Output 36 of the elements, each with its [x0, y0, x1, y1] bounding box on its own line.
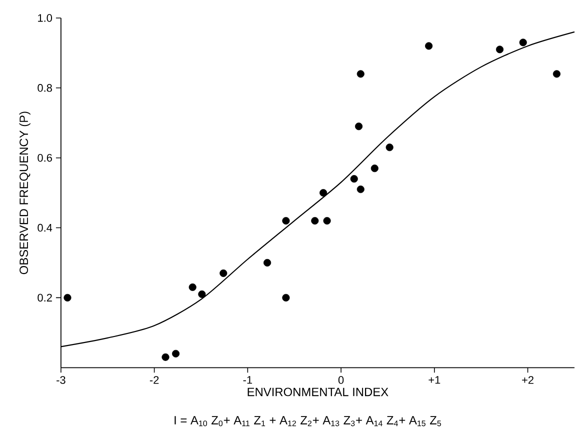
point	[356, 186, 364, 194]
x-tick-label: -1	[243, 376, 252, 384]
y-tick-label: 0.4	[38, 224, 52, 232]
point	[354, 122, 363, 130]
point	[282, 294, 290, 302]
point	[64, 294, 72, 302]
y-tick-label: 1.0	[38, 14, 52, 22]
point	[496, 46, 504, 54]
y-axis-title: OBSERVED FREQUENCY (P)	[19, 112, 30, 274]
x-tick-label: -3	[56, 376, 66, 384]
point	[282, 217, 290, 225]
point	[220, 270, 228, 278]
x-tick-label: +1	[428, 376, 440, 384]
point	[386, 144, 394, 152]
point	[311, 217, 319, 225]
x-axis-title: ENVIRONMENTAL INDEX	[248, 388, 388, 396]
text: I = A$_{10}$ Z$_{0}$+ A$_{11}$ Z$_{1}$ + A$_{12}$ Z$_{2}$+ A$_{13}$ Z$_{3}$+ A$_{14}$ Z$_{4}$+ A$_{15}$ Z$_{5}$	[174, 416, 442, 426]
y-tick-label: 0.8	[38, 84, 52, 92]
x-tick-label: +2	[522, 376, 534, 384]
point	[264, 259, 272, 267]
point	[320, 189, 328, 197]
point	[519, 38, 527, 46]
point	[162, 354, 170, 362]
point	[350, 175, 358, 183]
point	[425, 42, 433, 50]
y-tick-label: 0.2	[38, 294, 52, 302]
point	[188, 284, 196, 292]
point	[172, 350, 180, 358]
x-tick-label: 0	[338, 376, 344, 384]
point	[370, 164, 378, 172]
point	[198, 290, 206, 298]
point	[356, 70, 364, 78]
point	[323, 217, 331, 225]
x-tick-label: -2	[150, 376, 159, 384]
y-tick-label: 0.6	[38, 154, 52, 162]
point	[552, 70, 560, 78]
